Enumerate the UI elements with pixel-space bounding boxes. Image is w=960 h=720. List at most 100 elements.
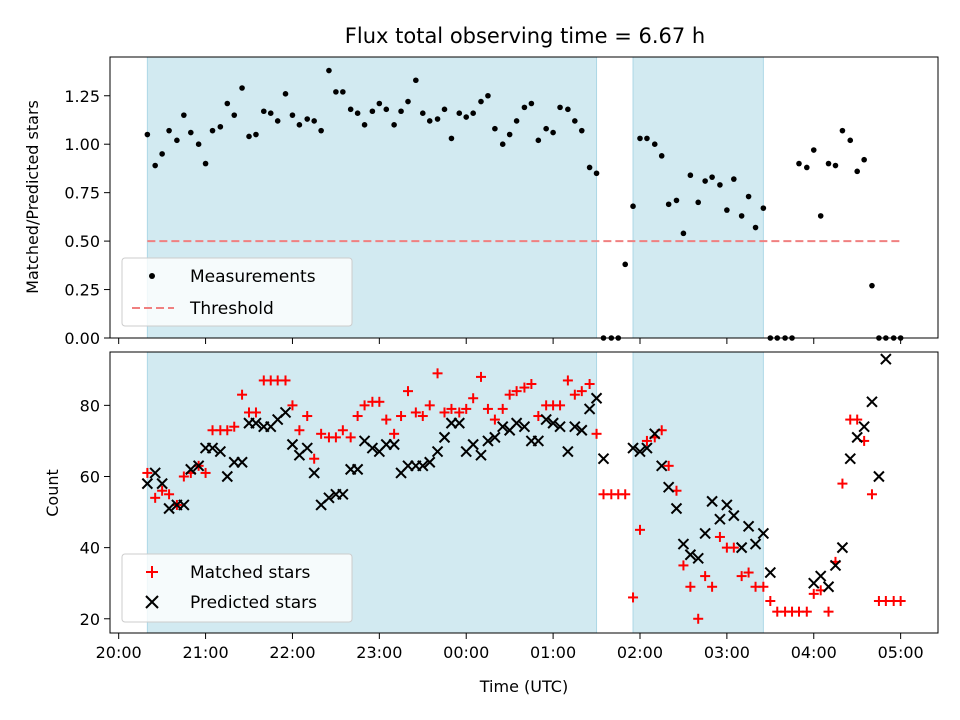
predicted-star-stroke-b (236, 456, 248, 468)
legend-label-threshold: Threshold (189, 299, 274, 319)
predicted-star-point (721, 499, 733, 511)
matched-star-point (489, 414, 500, 425)
observing-window-2 (632, 351, 764, 634)
predicted-star-stroke-b (562, 445, 574, 458)
x-tick-label: 23:00 (356, 643, 402, 662)
observing-window-2 (632, 56, 764, 339)
predicted-star-point (250, 417, 262, 429)
series-layer-bottom (141, 353, 906, 624)
predicted-star-stroke-b (540, 413, 552, 426)
predicted-star-stroke-b (185, 463, 197, 476)
predicted-star-point (692, 552, 704, 565)
matched-star-point (482, 403, 493, 414)
matched-star-point (150, 492, 161, 503)
predicted-star-stroke-b (497, 420, 509, 433)
predicted-star-point (590, 392, 603, 404)
measurement-point (651, 141, 658, 148)
measurement-point (673, 197, 680, 204)
measurement-point (796, 160, 802, 167)
predicted-star-stroke-b (489, 431, 501, 444)
measurement-point (296, 122, 303, 128)
matched-star-point (250, 407, 261, 418)
predicted-star-stroke-b (301, 442, 313, 454)
predicted-star-point (844, 453, 856, 465)
measurement-point (333, 89, 339, 95)
measurement-point (144, 131, 151, 138)
matched-star-point (200, 467, 211, 478)
matched-star-point (641, 435, 652, 446)
predicted-star-point (532, 435, 545, 447)
measurement-point (419, 110, 426, 116)
matched-star-point (663, 460, 674, 471)
matched-star-point (801, 606, 812, 617)
predicted-star-stroke-b (351, 463, 364, 476)
matched-star-point (634, 524, 645, 535)
matched-star-point (446, 403, 457, 414)
predicted-star-stroke-b (662, 481, 675, 493)
predicted-star-point (185, 463, 197, 476)
predicted-star-point (301, 442, 313, 454)
legend-marker-matched (146, 566, 158, 578)
measurement-point (159, 151, 165, 157)
measurement-point (637, 135, 643, 142)
predicted-star-stroke-b (214, 445, 227, 458)
matched-star-point (526, 379, 537, 390)
matched-star-point (142, 467, 153, 478)
predicted-star-point (489, 431, 501, 444)
predicted-star-point (424, 456, 436, 468)
predicted-star-stroke-b (880, 353, 892, 365)
predicted-star-stroke-b (656, 460, 668, 472)
predicted-star-stroke-b (670, 502, 683, 515)
predicted-star-point (286, 438, 299, 451)
predicted-star-point (417, 460, 429, 472)
measurement-point (565, 106, 571, 113)
y-axis-label-bottom: Count (43, 469, 62, 517)
measurement-point (304, 116, 311, 122)
matched-star-point (280, 375, 291, 386)
predicted-star-point (221, 470, 233, 483)
measurement-point (318, 127, 324, 134)
predicted-star-point (192, 460, 205, 472)
measurement-point (260, 108, 267, 115)
matched-star-point (439, 407, 450, 418)
measurement-point (832, 162, 839, 169)
x-tick-label: 02:00 (617, 643, 663, 662)
predicted-star-point (836, 541, 849, 554)
predicted-star-stroke-b (836, 541, 849, 554)
predicted-star-stroke-b (250, 417, 262, 429)
predicted-star-stroke-b (453, 417, 465, 429)
measurement-point (578, 127, 585, 134)
measurement-point (572, 118, 578, 124)
predicted-star-point (873, 470, 885, 483)
predicted-star-stroke-b (221, 470, 233, 483)
measurement-point (195, 141, 202, 148)
measurement-point (253, 131, 259, 138)
y-tick-label: 0.75 (64, 184, 100, 203)
x-tick-label: 01:00 (530, 643, 576, 662)
measurement-point (289, 112, 296, 118)
matched-star-point (164, 489, 175, 500)
predicted-star-point (866, 396, 878, 408)
measurement-point (202, 160, 209, 167)
matched-star-point (852, 414, 863, 425)
predicted-star-stroke-b (590, 392, 603, 404)
predicted-star-stroke-b (634, 445, 646, 458)
predicted-star-stroke-b (764, 566, 777, 579)
measurement-point (347, 106, 354, 113)
measurement-point (593, 170, 600, 177)
x-tick-label: 03:00 (704, 643, 750, 662)
measurement-point (361, 122, 368, 128)
figure-title: Flux total observing time = 6.67 h (345, 24, 705, 48)
predicted-star-point (388, 438, 400, 451)
predicted-star-stroke-b (583, 403, 596, 415)
legend-box-top (121, 257, 353, 327)
predicted-star-point (475, 449, 487, 461)
legend-box-bottom (121, 553, 353, 623)
series-layer-top (144, 67, 904, 341)
matched-star-point (424, 400, 435, 411)
x-axis-top (118, 338, 902, 344)
matched-star-point (302, 411, 313, 422)
measurement-point (752, 224, 759, 231)
x-tick-label: 22:00 (269, 643, 315, 662)
